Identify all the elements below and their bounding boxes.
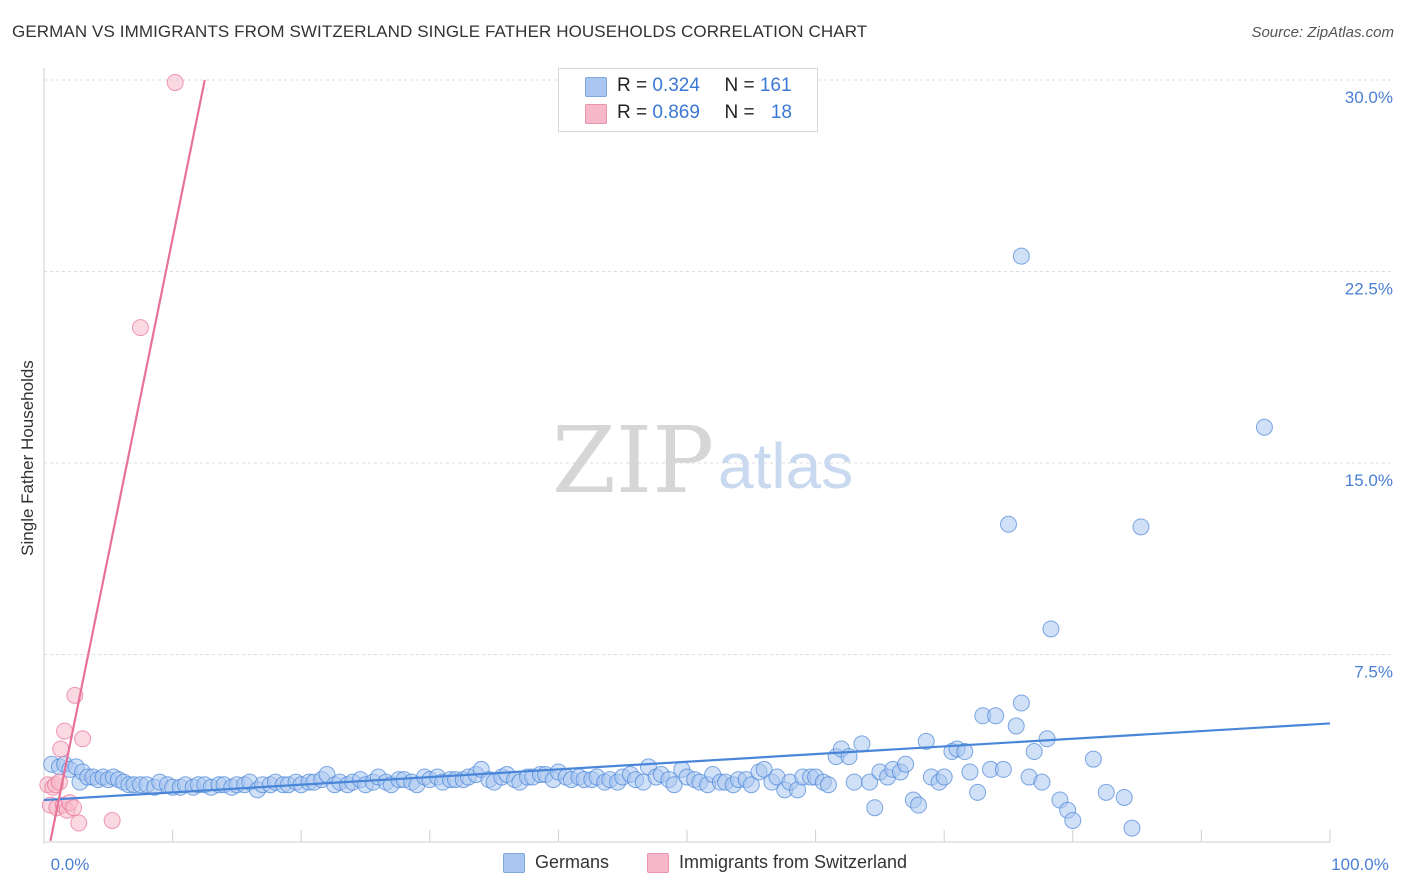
point-germans: [1000, 515, 1017, 533]
point-germans: [961, 763, 979, 781]
point-germans: [909, 796, 927, 814]
point-germans: [994, 760, 1012, 778]
axes: [43, 68, 1331, 844]
point-germans: [853, 735, 871, 753]
r-label: R =: [617, 102, 653, 123]
n-label: N =: [724, 102, 760, 123]
y-tick-label: 15.0%: [1345, 471, 1393, 490]
point-germans: [755, 760, 773, 778]
stats-text-swiss: R = 0.869 N = 18: [617, 102, 792, 124]
point-germans: [1025, 743, 1043, 761]
x-tick-label: 0.0%: [51, 855, 90, 874]
y-tick-label: 7.5%: [1354, 663, 1393, 682]
stats-row-swiss: R = 0.869 N = 18: [559, 102, 817, 126]
point-germans: [1042, 620, 1060, 638]
source-label: Source: ZipAtlas.com: [1251, 24, 1394, 41]
point-swiss: [131, 319, 149, 337]
point-swiss: [50, 773, 68, 791]
legend-swatch-swiss: [647, 853, 669, 873]
n-label: N =: [724, 75, 760, 96]
point-germans: [1084, 750, 1102, 768]
grid-lines: [44, 79, 1392, 655]
point-swiss: [52, 740, 70, 758]
r-label: R =: [617, 75, 653, 96]
point-germans: [917, 732, 935, 750]
legend-label-swiss: Immigrants from Switzerland: [679, 852, 908, 872]
r-value: 0.869: [652, 102, 700, 123]
r-value: 0.324: [652, 75, 700, 96]
watermark: ZIP atlas: [552, 407, 853, 514]
stats-swatch-swiss: [585, 104, 607, 124]
trend-line-germans: [43, 722, 1331, 802]
point-swiss: [103, 811, 121, 829]
watermark-zip: ZIP: [552, 407, 714, 514]
legend-swatch-germans: [503, 853, 525, 873]
point-germans: [956, 743, 974, 761]
legend-label-germans: Germans: [535, 852, 610, 872]
point-germans: [1033, 773, 1051, 791]
point-germans: [987, 707, 1005, 725]
watermark-atlas: atlas: [718, 430, 853, 502]
point-germans: [1012, 694, 1030, 712]
stats-text-germans: R = 0.324 N = 161: [617, 75, 792, 97]
point-germans: [1012, 247, 1030, 265]
point-germans: [1115, 788, 1133, 806]
point-germans: [1007, 717, 1025, 735]
point-swiss: [74, 730, 92, 748]
point-germans: [1255, 418, 1273, 436]
point-germans: [861, 773, 879, 791]
y-tick-label: 22.5%: [1345, 280, 1393, 299]
point-swiss: [56, 722, 74, 740]
trend-lines: [43, 79, 1331, 842]
point-germans: [866, 799, 884, 817]
point-germans: [1097, 783, 1115, 801]
point-germans: [897, 755, 915, 773]
chart-title: GERMAN VS IMMIGRANTS FROM SWITZERLAND SI…: [12, 22, 868, 41]
point-swiss: [70, 814, 88, 832]
n-value: 161: [759, 75, 792, 96]
point-germans: [845, 773, 863, 791]
point-germans: [1132, 518, 1150, 536]
point-germans: [969, 783, 987, 801]
point-germans: [665, 776, 683, 794]
stats-box: R = 0.324 N = 161 R = 0.869 N = 18: [558, 68, 818, 132]
point-germans: [935, 768, 953, 786]
x-tick-label: 100.0%: [1331, 855, 1389, 874]
point-germans: [1123, 819, 1141, 837]
point-swiss: [166, 74, 184, 92]
point-germans: [1064, 811, 1082, 829]
y-tick-label: 30.0%: [1345, 88, 1393, 107]
tick-labels: 7.5% 15.0% 22.5% 30.0% 0.0% 100.0%: [51, 88, 1393, 874]
point-germans: [1038, 730, 1056, 748]
n-value: 18: [770, 102, 792, 123]
stats-swatch-germans: [585, 77, 607, 97]
stats-row-germans: R = 0.324 N = 161: [559, 75, 817, 99]
point-germans: [819, 776, 837, 794]
point-germans: [742, 776, 760, 794]
trend-line-swiss: [49, 79, 206, 842]
point-swiss: [65, 799, 83, 817]
